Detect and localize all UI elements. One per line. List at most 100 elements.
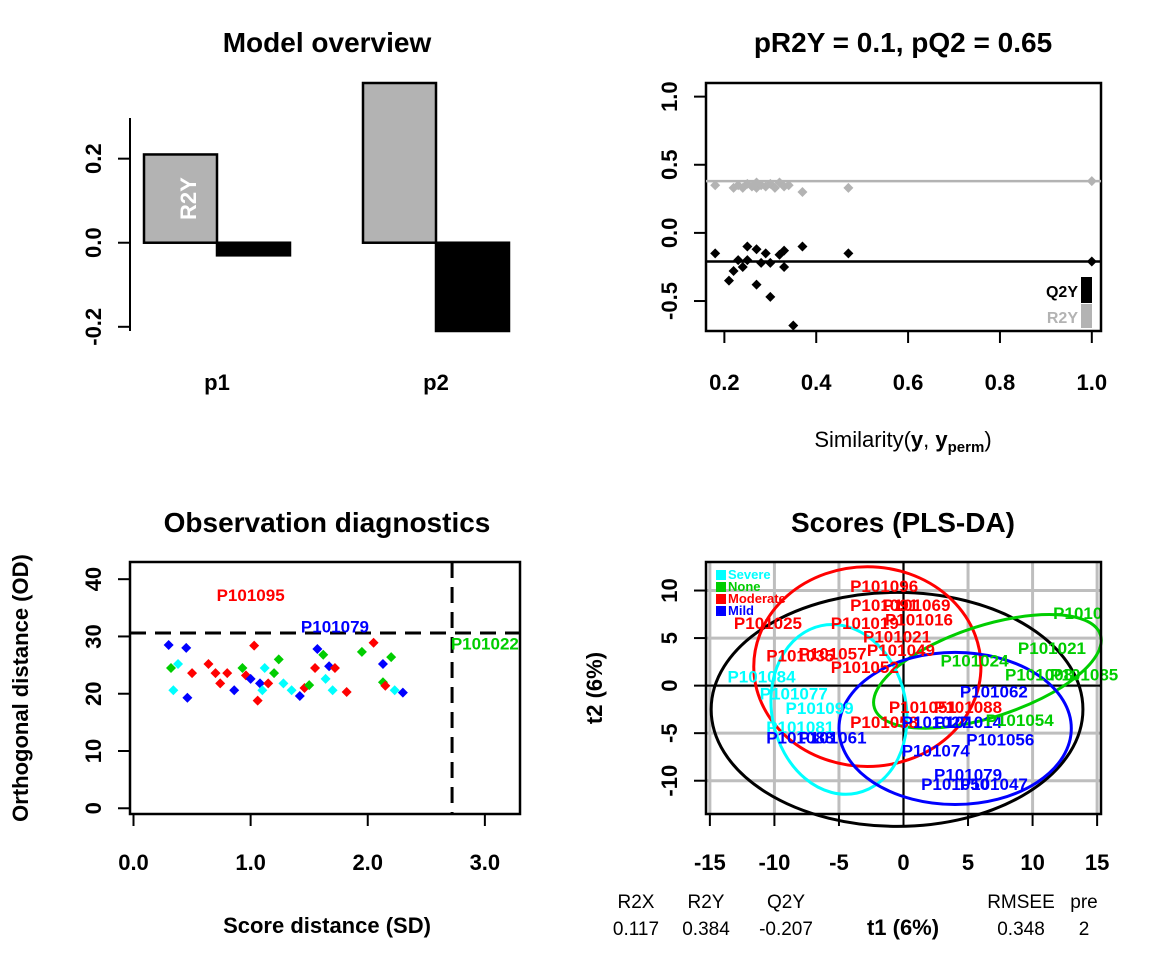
legend-mild: Mild [728,603,754,618]
score-label: P101047 [960,775,1028,794]
diagnostics-title: Observation diagnostics [164,507,491,538]
x-tick-label: -15 [694,850,726,875]
x-tick-label: 0 [897,850,909,875]
point-moderate [222,668,233,679]
scores-x-label: t1 (6%) [867,915,939,940]
summary-header: Q2Y [767,892,805,913]
x-tick-label: -5 [829,850,849,875]
y-tick-label: -0.2 [81,308,106,346]
score-label: P101088 [934,698,1002,717]
point-q2y [779,261,790,272]
point-moderate [203,658,214,669]
summary-value: 0.348 [997,919,1045,940]
summary-header: pre [1070,892,1097,913]
point-q2y [728,266,739,277]
ellipse-mild [837,650,1073,806]
legend-r2y-swatch [1081,304,1092,328]
outlier-label: P101079 [301,617,369,636]
point-moderate [341,687,352,698]
legend-swatch-severe [716,570,726,580]
point-none [356,646,367,657]
summary-header: R2X [618,892,655,913]
score-label: P101057 [798,645,866,664]
point-moderate [249,640,260,651]
y-tick-label: -10 [657,765,682,797]
point-none [304,680,315,691]
y-tick-label: 0.2 [81,143,106,174]
bar-q2y-p2 [434,241,511,333]
plot-frame [128,560,522,816]
point-moderate [310,662,321,673]
point-q2y [733,255,744,266]
x-tick-label: 3.0 [470,850,501,875]
point-moderate [329,662,340,673]
y-tick-label: 10 [657,578,682,602]
legend-severe: Severe [728,567,771,582]
score-label: P101084 [727,667,796,686]
point-q2y [751,244,762,255]
point-moderate [263,678,274,689]
score-label: P101058 [850,713,918,732]
point-q2y [765,257,776,268]
summary-value: 2 [1079,919,1090,940]
x-tick-label: 1.0 [1077,370,1108,395]
legend-swatch-moderate [716,594,726,604]
point-severe [327,685,338,696]
score-label: P101014 [934,713,1003,732]
x-tick-label: -10 [759,850,791,875]
hotelling-ellipse [709,590,1085,828]
bar-r2y-p2 [361,81,438,244]
y-tick-label: 1.0 [657,81,682,112]
score-label: P101062 [960,683,1028,702]
x-tick-label: 0.6 [893,370,924,395]
observation-diagnostics-panel: Observation diagnostics P101095 P101079 P1… [8,507,522,938]
outlier-label: P101022 [451,635,519,654]
score-label: P101074 [902,742,971,761]
point-severe [259,662,270,673]
outlier-label: P101095 [217,586,285,605]
score-label: P101099 [786,699,854,718]
point-mild [182,692,193,703]
point-mild [163,640,174,651]
score-label: P101077 [760,685,828,704]
score-label: P101051 [889,698,957,717]
x-tick-label: 1.0 [235,850,266,875]
score-label: P101024 [940,651,1009,670]
point-none [273,654,284,665]
point-none [269,668,280,679]
legend-none: None [728,579,761,594]
score-label: P101061 [798,728,866,747]
diagnostics-x-label: Score distance (SD) [223,913,431,938]
score-label: P101052 [831,658,899,677]
permutation-title: pR2Y = 0.1, pQ2 = 0.65 [754,27,1052,58]
x-tick-label: 5 [962,850,974,875]
point-q2y [779,245,790,256]
scores-title: Scores (PLS-DA) [791,507,1015,538]
legend-q2y: Q2Y [1046,284,1078,301]
score-label: P101021 [1018,639,1086,658]
point-moderate [252,695,263,706]
score-label: P101021 [863,628,931,647]
x-tick-label: 10 [1020,850,1044,875]
point-r2y [769,182,780,193]
score-label: P101049 [867,641,935,660]
diagnostics-y-label: Orthogonal distance (OD) [8,554,33,822]
score-label: P101054 [986,711,1055,730]
score-label: P101088 [766,728,834,747]
x-tick-label: 15 [1085,850,1109,875]
x-tick-label: 0.2 [709,370,740,395]
x-tick-label-p2: p2 [423,370,449,395]
point-r2y [843,182,854,193]
point-mild [181,642,192,653]
point-r2y [1086,176,1097,187]
score-label: P101016 [885,610,953,629]
point-severe [320,673,331,684]
x-tick-label: 0.8 [985,370,1016,395]
point-mild [294,691,305,702]
legend-moderate: Moderate [728,591,786,606]
legend-swatch-mild [716,606,726,616]
summary-value: -0.207 [759,919,813,940]
point-q2y [737,261,748,272]
point-none [237,662,248,673]
score-label: P101096 [850,577,918,596]
